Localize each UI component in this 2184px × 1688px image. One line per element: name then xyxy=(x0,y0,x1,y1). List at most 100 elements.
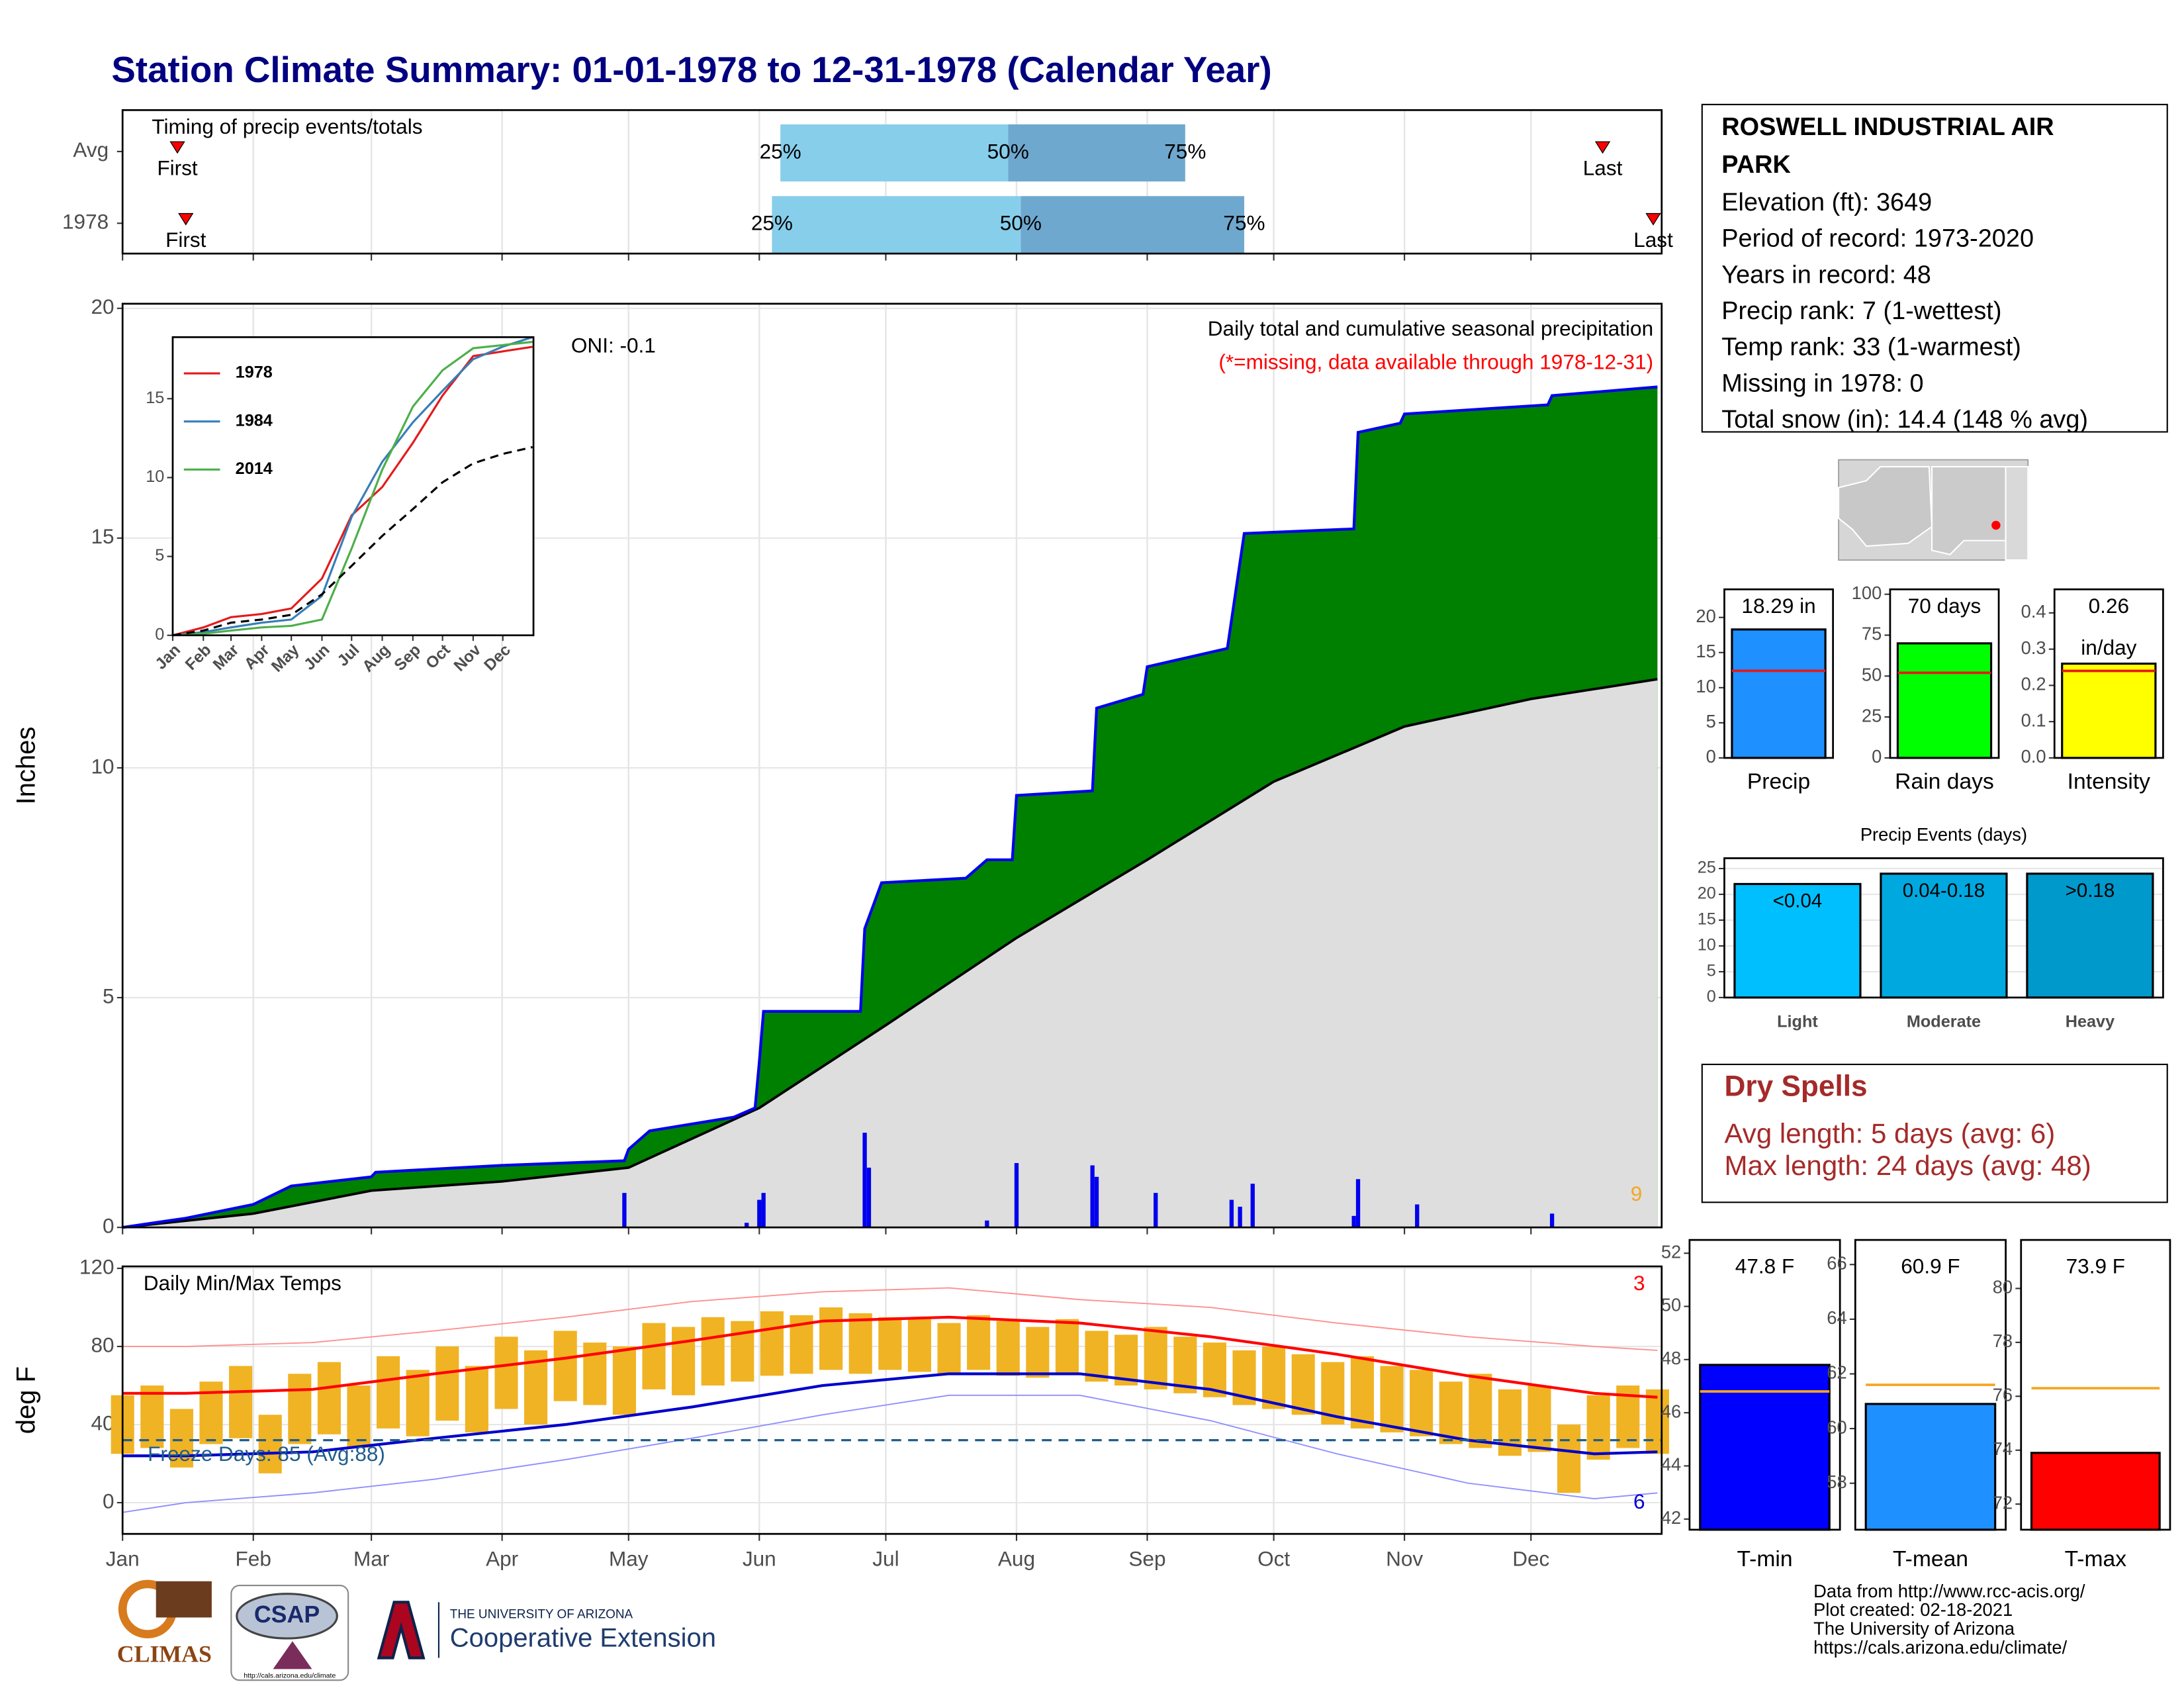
y-tick-label: 0.2 xyxy=(2021,674,2046,694)
series-line xyxy=(172,336,533,637)
y-tick-label: 66 xyxy=(1827,1253,1846,1274)
dry-spell-line: Avg length: 5 days (avg: 6) xyxy=(1724,1117,2055,1149)
y-tick-label: 0 xyxy=(1872,746,1882,767)
daily-range xyxy=(1645,1389,1669,1454)
y-tick-label: 20 xyxy=(1698,884,1716,903)
y-tick-label: 5 xyxy=(103,984,114,1008)
event-marker xyxy=(169,141,185,154)
footer-line: Plot created: 02-18-2021 xyxy=(1813,1599,2013,1620)
plot-background xyxy=(172,337,534,635)
y-tick-label: 50 xyxy=(1661,1295,1681,1315)
y-tick-label: 80 xyxy=(1993,1277,2013,1297)
bar xyxy=(2061,662,2157,759)
y-tick-label: 0.4 xyxy=(2021,601,2046,622)
plot-border xyxy=(2053,588,2164,759)
category-label: T-mean xyxy=(1893,1547,1968,1571)
y-tick-label: 46 xyxy=(1661,1401,1681,1421)
record-line xyxy=(122,1287,1658,1351)
dry-spells-box xyxy=(1701,1063,2168,1203)
quartile-bar xyxy=(780,124,1009,182)
daily-range xyxy=(848,1313,872,1374)
quartile-label: 75% xyxy=(1164,139,1206,163)
bar xyxy=(1731,628,1827,759)
y-tick-label: 20 xyxy=(1696,606,1715,626)
footer-line: The University of Arizona xyxy=(1813,1618,2015,1639)
logos: CLIMAS CSAP http://cals.arizona.edu/clim… xyxy=(117,1579,716,1681)
y-tick-label: 0 xyxy=(1707,988,1716,1006)
daily-bar xyxy=(745,1223,749,1228)
daily-range xyxy=(760,1311,784,1376)
plot-border xyxy=(121,109,1663,255)
station-line: Precip rank: 7 (1-wettest) xyxy=(1721,297,2002,325)
event-marker xyxy=(1645,212,1661,226)
daily-range xyxy=(1586,1395,1610,1460)
daily-range xyxy=(1055,1319,1079,1374)
average-area xyxy=(122,679,1658,1228)
y-tick-label: 50 xyxy=(1862,665,1882,685)
event-marker xyxy=(178,212,194,226)
quartile-label: 25% xyxy=(751,211,793,235)
quartile-bar xyxy=(772,196,1021,254)
station-line: Years in record: 48 xyxy=(1721,260,1931,289)
y-tick-label: 25 xyxy=(1698,859,1716,877)
daily-bar xyxy=(1549,1213,1555,1228)
plot-border xyxy=(1854,1239,2007,1531)
bar xyxy=(1699,1364,1831,1531)
station-info: ROSWELL INDUSTRIAL AIR PARK Elevation (f… xyxy=(1721,113,2088,432)
daily-range xyxy=(494,1336,518,1409)
y-tick-label: 25 xyxy=(1862,705,1882,726)
daily-bar xyxy=(1090,1165,1095,1228)
plot-border xyxy=(121,303,1663,1229)
quartile-bar xyxy=(1008,124,1185,182)
record-line xyxy=(122,1394,1658,1513)
category-label: T-min xyxy=(1737,1547,1792,1571)
y-tick-label: 75 xyxy=(1862,624,1882,644)
y-tick-label: 78 xyxy=(1993,1331,2013,1351)
station-marker xyxy=(1991,520,2001,530)
daily-range xyxy=(1144,1327,1167,1389)
daily-range xyxy=(1527,1385,1551,1452)
daily-range xyxy=(1410,1370,1433,1436)
event-label: First xyxy=(157,156,198,180)
y-tick-label: 15 xyxy=(146,389,164,407)
daily-range xyxy=(967,1315,991,1370)
daily-bar xyxy=(1351,1215,1356,1228)
cumulative-line xyxy=(122,385,1658,1229)
x-tick-label: May xyxy=(609,1547,649,1571)
daily-range xyxy=(1469,1374,1492,1448)
daily-range xyxy=(1173,1336,1197,1393)
quartile-label: 75% xyxy=(1223,211,1265,235)
x-tick-label: Feb xyxy=(236,1547,271,1571)
daily-range xyxy=(701,1317,725,1386)
map-state xyxy=(1838,466,1933,547)
daily-range xyxy=(1557,1425,1581,1493)
legend-label: 1978 xyxy=(236,363,273,382)
daily-range xyxy=(907,1319,931,1372)
quartile-label: 25% xyxy=(760,139,801,163)
quartile-bar xyxy=(1021,196,1245,254)
y-axis-label: Inches xyxy=(12,727,41,805)
y-tick-label: 5 xyxy=(1706,711,1716,731)
daily-range xyxy=(229,1366,253,1438)
y-tick-label: 76 xyxy=(1993,1385,2013,1405)
plot-border xyxy=(2020,1239,2171,1531)
dry-spell-line: Max length: 24 days (avg: 48) xyxy=(1724,1150,2091,1181)
daily-range xyxy=(1350,1356,1374,1429)
y-tick-label: 48 xyxy=(1661,1348,1681,1368)
x-tick-label: Nov xyxy=(1386,1547,1423,1571)
category-label: Moderate xyxy=(1907,1012,1981,1031)
y-tick-label: 74 xyxy=(1993,1438,2013,1459)
daily-range xyxy=(819,1307,843,1370)
y-tick-label: 60 xyxy=(1827,1417,1846,1437)
location-map xyxy=(1838,459,2029,561)
daily-range xyxy=(731,1321,754,1382)
record-high-count: 3 xyxy=(1633,1271,1645,1295)
y-tick-label: 52 xyxy=(1661,1241,1681,1262)
dry-spells-title: Dry Spells xyxy=(1724,1070,1867,1102)
x-tick-label: Dec xyxy=(1512,1547,1549,1571)
daily-bar xyxy=(985,1220,989,1228)
y-axis-label: deg F xyxy=(12,1366,41,1434)
bar xyxy=(1864,1403,1997,1531)
y-tick-label: 0 xyxy=(103,1489,114,1513)
page-title: Station Climate Summary: 01-01-1978 to 1… xyxy=(111,49,1271,90)
